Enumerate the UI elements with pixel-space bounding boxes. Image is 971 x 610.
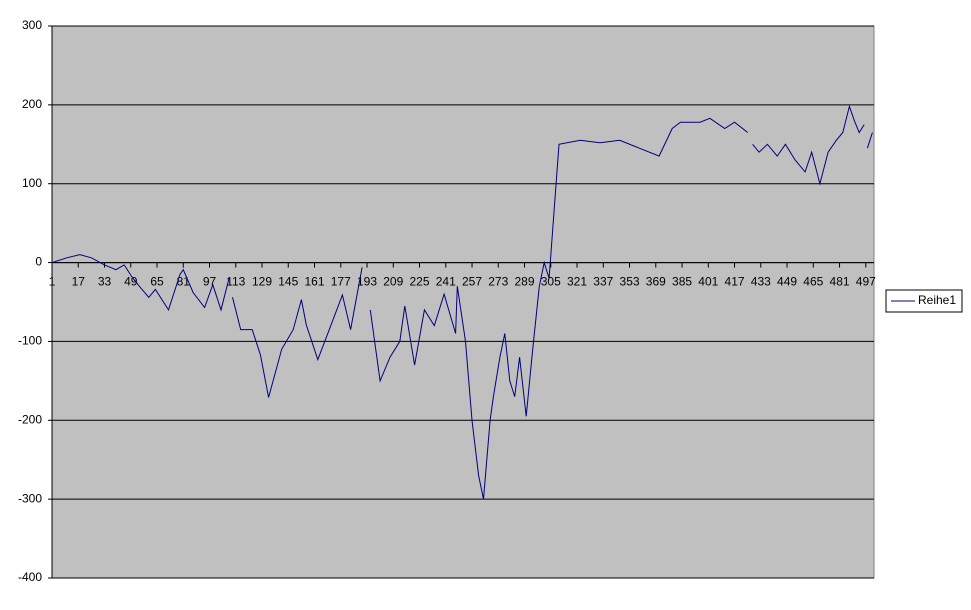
- x-tick-label: 273: [488, 275, 508, 289]
- data-line: [51, 104, 873, 500]
- x-tick-label: 17: [72, 275, 86, 289]
- x-tick-label: 465: [803, 275, 823, 289]
- x-tick-label: 225: [410, 275, 430, 289]
- x-tick-label: 337: [593, 275, 613, 289]
- y-tick-label: -300: [18, 491, 42, 505]
- y-tick-label: 300: [22, 18, 42, 32]
- x-tick-label: 353: [620, 275, 640, 289]
- y-tick-label: -100: [18, 334, 42, 348]
- x-tick-label: 97: [203, 275, 217, 289]
- x-tick-label: 113: [226, 275, 245, 289]
- x-tick-label: 65: [150, 275, 164, 289]
- plot-area: [51, 25, 875, 579]
- x-tick-label: 369: [646, 275, 666, 289]
- x-tick-label: 289: [515, 275, 535, 289]
- x-tick-label: 1: [49, 275, 56, 289]
- x-tick-label: 33: [98, 275, 112, 289]
- y-tick-label: -400: [18, 570, 42, 584]
- y-tick-label: 100: [22, 176, 42, 190]
- x-tick-label: 417: [725, 275, 745, 289]
- x-tick-label: 193: [357, 275, 377, 289]
- x-tick-label: 145: [278, 275, 298, 289]
- x-tick-label: 129: [252, 275, 272, 289]
- y-tick-label: -200: [18, 412, 42, 426]
- x-tick-label: 385: [672, 275, 692, 289]
- x-tick-label: 49: [124, 275, 138, 289]
- legend-label: Reihe1: [918, 293, 956, 307]
- x-tick-label: 241: [436, 275, 456, 289]
- x-tick-label: 497: [856, 275, 876, 289]
- x-tick-label: 257: [462, 275, 482, 289]
- x-tick-label: 401: [698, 275, 718, 289]
- x-tick-label: 161: [304, 275, 324, 289]
- y-tick-label: 0: [35, 255, 42, 269]
- x-tick-label: 481: [830, 275, 850, 289]
- y-tick-label: 200: [22, 97, 42, 111]
- x-tick-label: 321: [567, 275, 587, 289]
- x-tick-label: 177: [331, 275, 351, 289]
- legend: [885, 289, 963, 313]
- x-tick-label: 305: [541, 275, 561, 289]
- x-tick-label: 449: [777, 275, 797, 289]
- x-tick-label: 433: [751, 275, 771, 289]
- x-tick-label: 209: [383, 275, 403, 289]
